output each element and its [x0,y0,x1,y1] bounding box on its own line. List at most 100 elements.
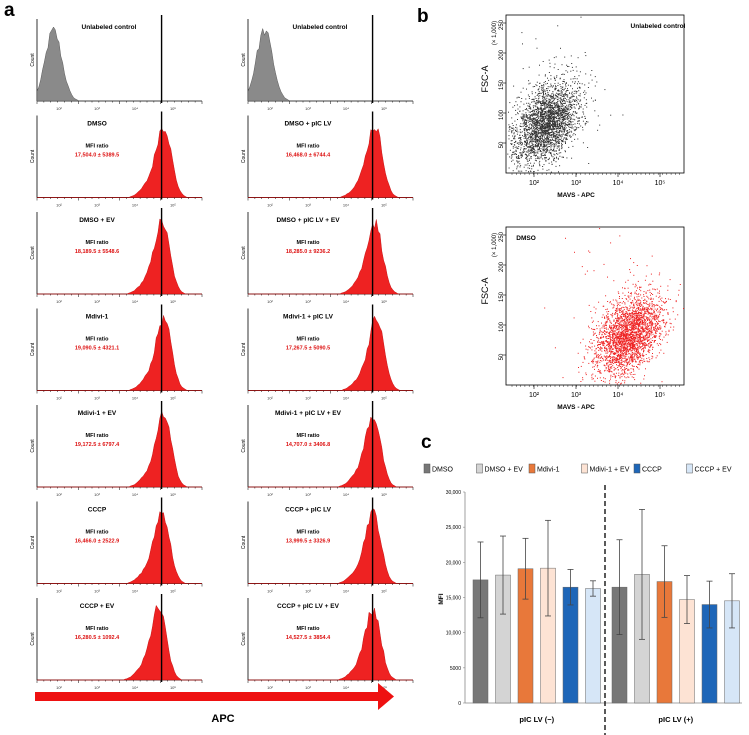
dotplot-point [608,368,610,370]
dotplot-point [526,142,527,144]
dotplot-point [633,310,635,312]
dotplot-point [611,360,613,362]
dotplot-point [542,95,544,97]
dotplot-point [535,119,537,121]
dotplot-point [533,129,535,131]
dotplot-point [548,139,550,141]
dotplot-point [555,120,557,122]
dotplot-points [507,16,624,173]
histogram-title: DMSO [87,121,107,128]
dotplot-point [557,143,559,144]
dotplot-point [626,341,628,342]
dotplot-point [562,140,564,141]
dotplot-point [526,130,527,132]
dotplot-point [561,122,563,124]
dotplot-point [620,308,622,310]
dotplot-point [642,305,644,307]
dotplot-point [524,135,526,137]
dotplot-point [528,146,530,148]
dotplot-point [554,129,556,130]
dotplot-point [627,309,629,311]
dotplot-point [645,354,647,355]
dotplot-point [540,157,542,159]
dotplot-point [540,111,541,113]
dotplot-point [542,134,544,136]
dotplot-point [572,99,574,101]
dotplot-point [518,160,520,162]
dotplot-point [550,75,552,77]
dotplot-point [574,100,576,102]
dotplot-point [551,118,552,120]
dotplot-point [553,133,554,135]
dotplot-point [557,109,559,110]
dotplot-point [556,111,558,113]
dotplot-point [645,343,647,345]
dotplot-point [556,96,558,98]
dotplot-point [640,306,642,307]
histogram-tick-label: 10³ [305,203,311,208]
dotplot-point [594,110,596,112]
dotplot-point [552,107,554,109]
dotplot-point [545,95,547,97]
dotplot-point [646,295,648,297]
dotplot-point [539,95,541,97]
dotplot-point [601,322,602,324]
dotplot-point [557,112,559,114]
dotplot-point [551,119,553,121]
dotplot-point [617,329,618,331]
dotplot-point [570,104,572,106]
dotplot-point [535,136,537,138]
dotplot-point [637,307,639,309]
dotplot-point [569,120,571,122]
dotplot-point [579,99,581,101]
dotplot-point [569,135,571,137]
dotplot-point [567,114,569,116]
dotplot-point [543,141,545,143]
dotplot-point [532,114,534,116]
dotplot-point [621,376,623,378]
dotplot-x-tick-label: 10³ [571,180,582,187]
dotplot-point [553,119,554,120]
dotplot-point [612,324,614,326]
dotplot-point [658,329,660,330]
dotplot-point [533,149,535,151]
dotplot-point [629,313,631,315]
dotplot-point [545,142,547,144]
dotplot-point [537,107,539,109]
dotplot-point [533,127,535,129]
histogram-distribution [37,315,202,391]
dotplot-point [557,115,558,116]
dotplot-point [537,148,539,150]
dotplot-point [630,314,632,316]
dotplot-point [554,98,556,100]
dotplot-point [616,350,618,352]
dotplot-point [532,147,534,149]
dotplot-point [535,134,537,136]
dotplot-point [560,113,561,115]
dotplot-point [529,134,531,136]
dotplot-point [602,325,604,327]
dotplot-point [536,132,538,134]
dotplot-point [542,109,544,111]
dotplot-point [608,356,610,358]
dotplot-point [630,342,632,344]
dotplot-point [578,367,579,368]
dotplot-point [514,146,516,148]
dotplot-point [559,116,561,118]
dotplot-point [636,335,638,337]
dotplot-point [612,376,614,377]
dotplot-point [652,346,654,348]
dotplot-point [513,132,515,134]
dotplot-point [601,347,603,349]
dotplot-point [556,118,557,119]
dotplot-point [623,326,625,328]
dotplot-point [615,382,617,384]
dotplot-point [632,327,634,329]
dotplot-point [643,378,645,380]
dotplot-point [564,106,566,107]
dotplot-point [656,318,657,320]
dotplot-point [606,364,608,366]
dotplot-point [549,62,551,64]
dotplot-point [524,133,526,135]
dotplot-point [533,134,535,136]
